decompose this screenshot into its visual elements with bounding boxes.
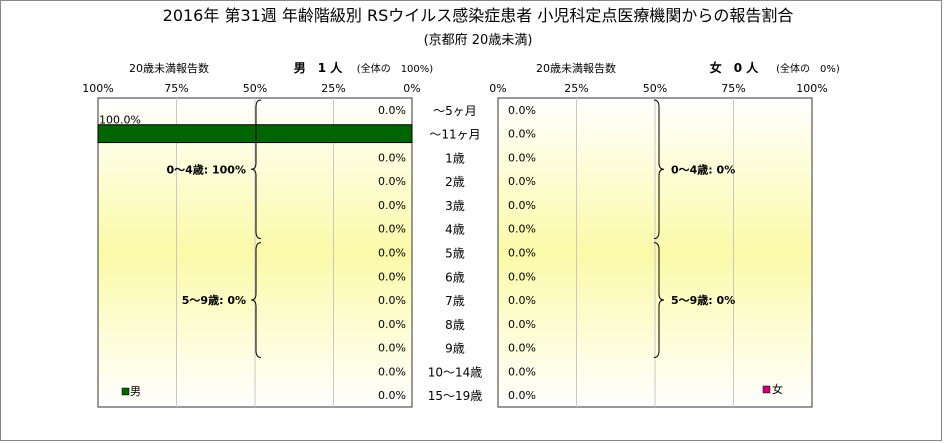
chart-title: 2016年 第31週 年齢階級別 RSウイルス感染症患者 小児科定点医療機関から… xyxy=(163,6,794,25)
legend-female-label: 女 xyxy=(772,382,783,396)
legend-male-label: 男 xyxy=(130,385,141,398)
female-data-label: 0.0% xyxy=(508,294,536,307)
male-data-label: 0.0% xyxy=(378,294,406,307)
female-age-group-label: 0～4歳: 0% xyxy=(671,162,735,176)
female-header-title: 女 0 人 xyxy=(710,60,760,75)
male-data-label: 0.0% xyxy=(378,389,406,402)
category-label: 7歳 xyxy=(445,294,465,308)
category-label: 2歳 xyxy=(445,175,465,189)
category-label: 10～14歳 xyxy=(428,365,483,379)
category-label: 15～19歳 xyxy=(428,389,483,403)
category-label: 4歳 xyxy=(445,223,465,237)
male-data-label: 0.0% xyxy=(378,175,406,188)
category-label: 1歳 xyxy=(445,151,465,165)
male-age-group-label: 5～9歳: 0% xyxy=(182,293,246,307)
legend-female-swatch xyxy=(762,385,771,394)
female-data-label: 0.0% xyxy=(508,151,536,164)
category-label: 8歳 xyxy=(445,318,465,332)
category-label: 5歳 xyxy=(445,247,465,261)
female-axis-tick-label: 50% xyxy=(643,82,667,95)
male-bar xyxy=(97,124,413,144)
male-header-total: (全体の 100%) xyxy=(357,62,433,75)
female-axis-tick-label: 100% xyxy=(796,82,827,95)
category-label: 6歳 xyxy=(445,270,465,284)
female-data-label: 0.0% xyxy=(508,223,536,236)
male-age-group-label: 0～4歳: 100% xyxy=(166,162,246,176)
male-age-group-bracket xyxy=(250,99,262,240)
female-axis-tick-label: 75% xyxy=(721,82,745,95)
male-data-label: 0.0% xyxy=(378,342,406,355)
chart-subtitle: (京都府 20歳未満) xyxy=(424,33,533,48)
female-header-total: (全体の 0%) xyxy=(776,62,840,75)
female-age-group-bracket xyxy=(653,242,665,358)
female-data-label: 0.0% xyxy=(508,342,536,355)
female-axis-tick-label: 0% xyxy=(489,82,506,95)
female-count-label: 20歳未満報告数 xyxy=(536,62,616,75)
female-data-label: 0.0% xyxy=(508,175,536,188)
male-axis-tick-label: 25% xyxy=(321,82,345,95)
male-data-label: 0.0% xyxy=(378,199,406,212)
female-data-label: 0.0% xyxy=(508,128,536,141)
male-axis-tick-label: 100% xyxy=(82,82,113,95)
female-data-label: 0.0% xyxy=(508,270,536,283)
female-data-label: 0.0% xyxy=(508,199,536,212)
female-age-group-bracket xyxy=(653,99,665,240)
male-axis-tick-label: 75% xyxy=(164,82,188,95)
category-label: ～5ヶ月 xyxy=(433,104,477,118)
female-data-label: 0.0% xyxy=(508,389,536,402)
male-header-title: 男 1 人 xyxy=(294,60,344,75)
male-data-label: 0.0% xyxy=(378,270,406,283)
male-data-label: 0.0% xyxy=(378,151,406,164)
male-data-label: 0.0% xyxy=(378,318,406,331)
male-data-label: 0.0% xyxy=(378,247,406,260)
legend-male-swatch xyxy=(121,387,130,396)
female-axis-tick-label: 25% xyxy=(564,82,588,95)
male-axis-tick-label: 50% xyxy=(243,82,267,95)
male-data-label: 100.0% xyxy=(99,114,141,127)
male-data-label: 0.0% xyxy=(378,223,406,236)
category-label: ～11ヶ月 xyxy=(429,128,480,142)
male-data-label: 0.0% xyxy=(378,365,406,378)
category-label: 9歳 xyxy=(445,342,465,356)
male-count-label: 20歳未満報告数 xyxy=(129,62,209,75)
female-data-label: 0.0% xyxy=(508,247,536,260)
male-axis-tick-label: 0% xyxy=(403,82,420,95)
male-data-label: 0.0% xyxy=(378,104,406,117)
male-age-group-bracket xyxy=(250,242,262,358)
female-age-group-label: 5～9歳: 0% xyxy=(671,293,735,307)
female-data-label: 0.0% xyxy=(508,365,536,378)
female-data-label: 0.0% xyxy=(508,318,536,331)
female-data-label: 0.0% xyxy=(508,104,536,117)
category-label: 3歳 xyxy=(445,199,465,213)
